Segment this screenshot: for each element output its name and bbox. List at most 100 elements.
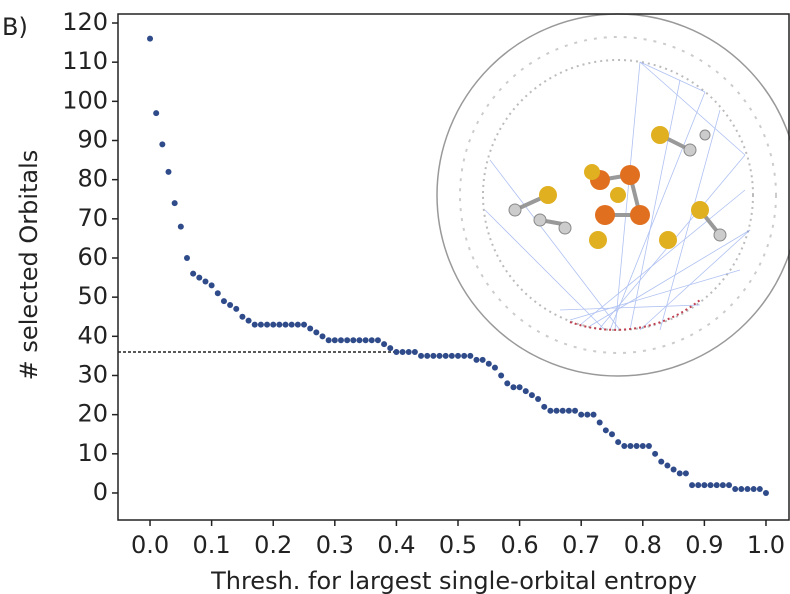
data-point <box>603 427 609 433</box>
data-point <box>356 337 362 343</box>
data-point <box>375 337 381 343</box>
data-point <box>326 337 332 343</box>
data-point <box>406 349 412 355</box>
data-point <box>627 443 633 449</box>
data-point <box>276 322 282 328</box>
data-point <box>159 141 165 147</box>
y-tick-label: 0 <box>93 478 108 506</box>
y-tick-label: 70 <box>77 204 108 232</box>
x-tick-label: 0.4 <box>377 531 415 559</box>
data-point <box>498 372 504 378</box>
data-point <box>554 408 560 414</box>
x-tick-label: 0.9 <box>685 531 723 559</box>
y-tick-label: 30 <box>77 360 108 388</box>
data-point <box>535 396 541 402</box>
y-axis-label: # selected Orbitals <box>15 150 43 381</box>
y-tick-label: 50 <box>77 282 108 310</box>
data-point <box>430 353 436 359</box>
data-point <box>510 384 516 390</box>
x-tick-label: 0.7 <box>562 531 600 559</box>
data-point <box>492 365 498 371</box>
y-tick-label: 20 <box>77 400 108 428</box>
y-tick-label: 90 <box>77 126 108 154</box>
data-point <box>418 353 424 359</box>
data-point <box>467 353 473 359</box>
data-point <box>424 353 430 359</box>
data-point <box>621 443 627 449</box>
y-tick-label: 110 <box>62 47 108 75</box>
data-point <box>560 408 566 414</box>
data-point <box>196 275 202 281</box>
data-point <box>597 419 603 425</box>
data-point <box>412 349 418 355</box>
data-point <box>221 298 227 304</box>
data-point <box>363 337 369 343</box>
data-point <box>634 443 640 449</box>
x-tick-label: 0.6 <box>501 531 539 559</box>
data-point <box>689 482 695 488</box>
data-point <box>486 361 492 367</box>
data-point <box>652 451 658 457</box>
data-point <box>350 337 356 343</box>
data-point <box>683 470 689 476</box>
data-point <box>153 110 159 116</box>
data-point <box>147 36 153 42</box>
data-point <box>437 353 443 359</box>
data-point <box>504 380 510 386</box>
data-point <box>714 482 720 488</box>
data-point <box>166 169 172 175</box>
x-tick-label: 0.3 <box>316 531 354 559</box>
data-point <box>763 490 769 496</box>
data-point <box>190 271 196 277</box>
data-point <box>344 337 350 343</box>
data-point <box>578 412 584 418</box>
data-point <box>658 459 664 465</box>
data-point <box>566 408 572 414</box>
data-point <box>708 482 714 488</box>
x-tick-label: 1.0 <box>747 531 785 559</box>
data-point <box>744 486 750 492</box>
data-point <box>664 463 670 469</box>
x-axis-label: Thresh. for largest single-orbital entro… <box>210 567 697 594</box>
data-point <box>726 482 732 488</box>
data-point <box>591 412 597 418</box>
data-point <box>252 322 258 328</box>
data-point <box>541 404 547 410</box>
data-point <box>295 322 301 328</box>
data-point <box>455 353 461 359</box>
data-point <box>400 349 406 355</box>
x-tick-label: 0.8 <box>624 531 662 559</box>
x-tick-label: 0.0 <box>131 531 169 559</box>
data-point <box>270 322 276 328</box>
data-point <box>332 337 338 343</box>
data-point <box>246 318 252 324</box>
data-point <box>640 443 646 449</box>
data-point <box>449 353 455 359</box>
data-point <box>584 412 590 418</box>
data-point <box>529 392 535 398</box>
data-point <box>677 470 683 476</box>
panel-label: B) <box>2 13 28 41</box>
data-point <box>289 322 295 328</box>
y-tick-label: 80 <box>77 165 108 193</box>
data-point <box>393 349 399 355</box>
data-point <box>671 466 677 472</box>
data-point <box>523 388 529 394</box>
data-point <box>732 486 738 492</box>
data-point <box>264 322 270 328</box>
data-point <box>572 408 578 414</box>
data-point <box>381 341 387 347</box>
data-point <box>239 314 245 320</box>
data-point <box>609 431 615 437</box>
data-point <box>443 353 449 359</box>
data-point <box>202 278 208 284</box>
data-point <box>258 322 264 328</box>
y-tick-label: 100 <box>62 86 108 114</box>
x-tick-label: 0.2 <box>254 531 292 559</box>
data-point <box>480 357 486 363</box>
data-point <box>738 486 744 492</box>
data-point <box>547 408 553 414</box>
data-point <box>178 224 184 230</box>
data-point <box>646 443 652 449</box>
data-point <box>215 290 221 296</box>
